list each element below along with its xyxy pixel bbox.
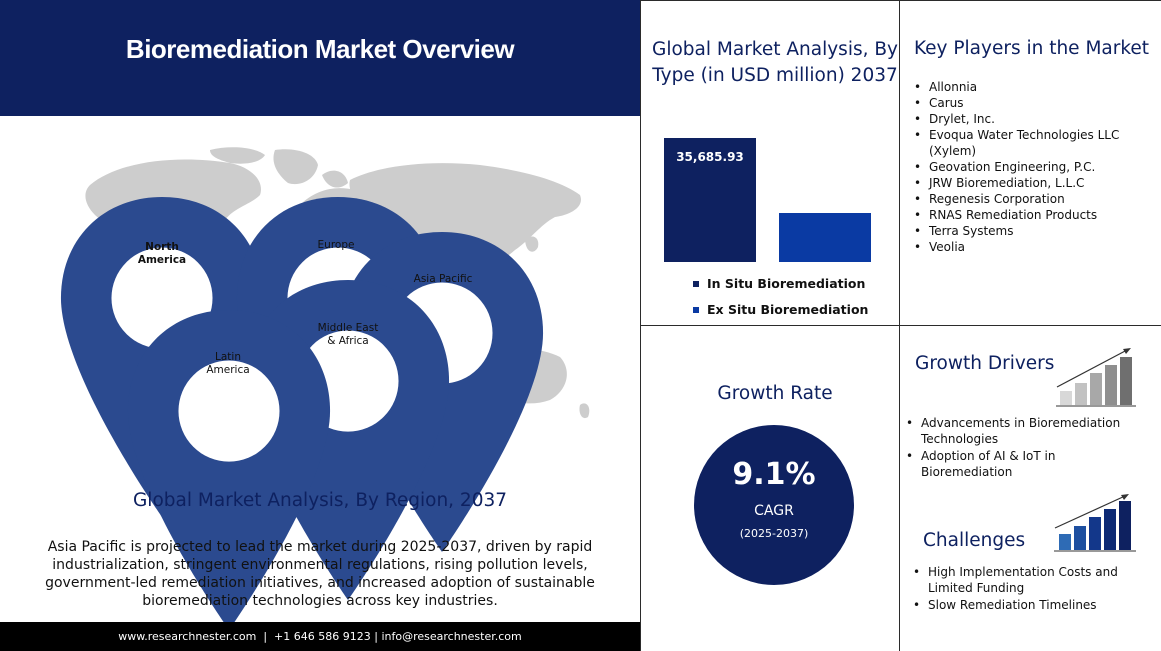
player-list-item: Allonnia: [914, 79, 1144, 95]
legend-item-in-situ: In Situ Bioremediation: [693, 276, 865, 291]
page-title: Bioremediation Market Overview: [125, 33, 515, 64]
left-panel: Bioremediation Market Overview: [0, 0, 640, 651]
drivers-title: Growth Drivers: [915, 353, 1055, 374]
challenge-list-item: High Implementation Costs and Limited Fu…: [913, 564, 1143, 596]
legend-item-ex-situ: Ex Situ Bioremediation: [693, 302, 868, 317]
player-list-item: RNAS Remediation Products: [914, 207, 1144, 223]
region-label-latin-america: Latin America: [206, 351, 250, 376]
driver-list-item: Advancements in Bioremediation Technolog…: [906, 415, 1136, 447]
region-section-description: Asia Pacific is projected to lead the ma…: [45, 539, 595, 609]
player-list-item: Veolia: [914, 239, 1144, 255]
drivers-list: Advancements in Bioremediation Technolog…: [906, 415, 1136, 481]
player-list-item: JRW Bioremediation, L.L.C: [914, 175, 1144, 191]
legend-swatch: [693, 280, 699, 287]
player-list-item: Regenesis Corporation: [914, 191, 1144, 207]
map-pin-icon: [127, 310, 331, 630]
cagr-value: 9.1%: [732, 457, 816, 492]
bar-ex-situ: [779, 213, 871, 262]
players-list: AllonniaCarusDrylet, Inc.Evoqua Water Te…: [914, 79, 1144, 255]
players-title: Key Players in the Market: [913, 38, 1150, 59]
bar-in-situ: [664, 138, 756, 262]
growth-title: Growth Rate: [717, 383, 833, 404]
type-section-title: Global Market Analysis, By Type (in USD …: [652, 39, 898, 86]
rising-bars-blue-icon: [1054, 494, 1136, 552]
divider: [640, 325, 1161, 326]
challenges-title: Challenges: [923, 530, 1026, 551]
rising-bars-grey-icon: [1056, 348, 1136, 407]
legend-label: Ex Situ Bioremediation: [707, 302, 869, 317]
driver-list-item: Adoption of AI & IoT in Bioremediation: [906, 448, 1136, 480]
legend-swatch: [693, 306, 699, 313]
region-label-europe: Europe: [317, 239, 355, 251]
footer-text: www.researchnester.com | +1 646 586 9123…: [118, 630, 522, 643]
challenge-list-item: Slow Remediation Timelines: [913, 597, 1143, 613]
region-label-north-america: North America: [137, 241, 187, 266]
player-list-item: Carus: [914, 95, 1144, 111]
region-section-title: Global Market Analysis, By Region, 2037: [132, 490, 508, 511]
bar-value-label: 35,685.93: [676, 150, 744, 164]
cagr-label: CAGR: [754, 503, 794, 519]
cagr-period: (2025-2037): [739, 527, 809, 540]
player-list-item: Drylet, Inc.: [914, 111, 1144, 127]
region-label-asia-pacific: Asia Pacific: [413, 273, 473, 285]
title-banner: Bioremediation Market Overview: [0, 0, 640, 116]
region-label-middle-east-africa: Middle East & Africa: [317, 322, 379, 347]
world-map: North America Europe Asia Pacific Middle…: [60, 145, 600, 630]
divider: [640, 0, 1161, 1]
legend-label: In Situ Bioremediation: [707, 276, 866, 291]
challenges-list: High Implementation Costs and Limited Fu…: [913, 564, 1143, 614]
footer-contact: www.researchnester.com | +1 646 586 9123…: [0, 622, 640, 651]
cagr-circle: 9.1% CAGR (2025-2037): [694, 425, 854, 585]
player-list-item: Geovation Engineering, P.C.: [914, 159, 1144, 175]
player-list-item: Terra Systems: [914, 223, 1144, 239]
player-list-item: Evoqua Water Technologies LLC (Xylem): [914, 127, 1144, 159]
